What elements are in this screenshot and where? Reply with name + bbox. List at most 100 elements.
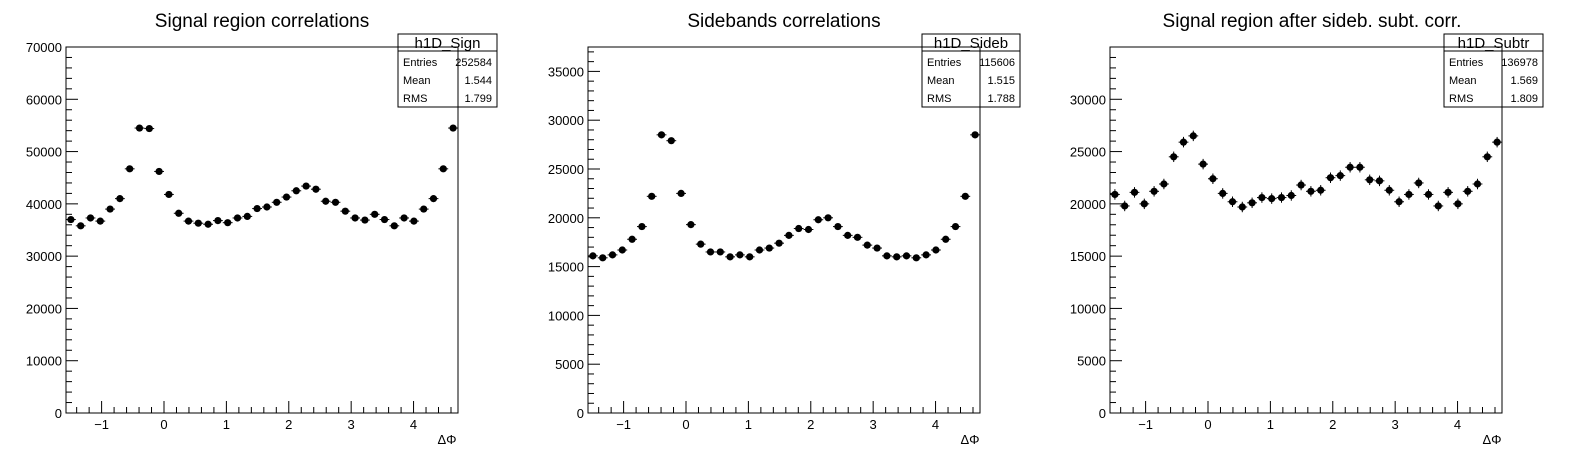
data-point: [599, 254, 607, 262]
data-point: [902, 252, 911, 260]
data-point: [86, 214, 95, 222]
y-tick-label: 25000: [548, 162, 584, 177]
y-tick-label: 20000: [26, 301, 62, 316]
data-point: [312, 185, 320, 193]
data-point: [883, 252, 891, 260]
data-point: [400, 214, 408, 222]
data-point: [243, 212, 251, 221]
panel-sidebands: Sidebands correlations ΔΦ h1D_Sideb Entr…: [548, 11, 1021, 447]
stats-box-name: h1D_Sideb: [934, 35, 1008, 52]
stats-mean-label: Mean: [927, 75, 955, 87]
data-point: [1219, 189, 1227, 197]
stats-rms-value: 1.809: [1510, 93, 1538, 105]
data-point: [439, 165, 447, 173]
stats-entries-value: 115606: [979, 57, 1015, 69]
data-point: [1366, 176, 1374, 184]
stats-entries-value: 252584: [455, 57, 492, 69]
data-point: [302, 182, 310, 190]
y-tick-label: 10000: [548, 308, 584, 323]
data-point: [697, 240, 705, 248]
data-point: [224, 219, 232, 227]
y-tick-label: 35000: [548, 64, 584, 79]
data-point: [961, 192, 969, 200]
data-point: [677, 189, 685, 197]
y-tick-label: 5000: [1077, 354, 1106, 369]
x-tick-label: 3: [870, 417, 877, 432]
stats-mean-label: Mean: [403, 75, 431, 87]
data-point: [155, 167, 163, 176]
data-point: [282, 193, 291, 201]
data-point: [922, 251, 930, 259]
data-point: [1121, 202, 1129, 210]
x-tick-label: −1: [616, 417, 631, 432]
data-point: [429, 195, 438, 203]
data-point: [1415, 179, 1423, 187]
x-tick-label: 2: [285, 417, 292, 432]
y-tick-label: 70000: [26, 40, 62, 55]
stats-box-frame: [1443, 33, 1544, 108]
chart-title: Signal region after sideb. subt. corr.: [1163, 11, 1462, 32]
data-point: [912, 254, 920, 262]
data-point: [1326, 174, 1335, 182]
y-tick-label: 30000: [26, 249, 62, 264]
data-point: [755, 246, 764, 254]
x-tick-label: 3: [1392, 417, 1399, 432]
stats-rms-value: 1.799: [464, 93, 492, 105]
stats-box-name: h1D_Subtr: [1458, 35, 1530, 52]
data-point: [1179, 138, 1188, 146]
x-tick-label: −1: [94, 417, 109, 432]
data-point: [351, 214, 359, 222]
data-point: [893, 253, 901, 261]
x-tick-label: 4: [1454, 417, 1461, 432]
data-point: [361, 216, 369, 224]
data-point: [716, 248, 724, 256]
data-point: [804, 225, 813, 234]
data-point: [165, 190, 173, 199]
data-point: [1150, 187, 1158, 195]
data-point: [1189, 132, 1197, 140]
stats-box: h1D_Sign Entries 252584 Mean 1.544 RMS 1…: [397, 33, 498, 108]
plot-frame: [1109, 46, 1503, 414]
data-point: [667, 137, 675, 145]
stats-entries-label: Entries: [1449, 57, 1484, 69]
data-point: [184, 217, 193, 225]
y-tick-label: 0: [1099, 406, 1106, 421]
data-point: [214, 216, 222, 225]
data-point: [971, 131, 979, 139]
data-point: [106, 205, 114, 213]
stats-mean-value: 1.569: [1510, 75, 1538, 87]
data-point: [1405, 190, 1413, 199]
data-point: [135, 124, 144, 132]
stats-box-frame: [921, 33, 1021, 108]
plot-frame: [65, 46, 459, 414]
y-tick-label: 20000: [548, 211, 584, 226]
data-point: [410, 217, 418, 225]
data-point: [1130, 188, 1139, 196]
stats-rms-label: RMS: [1449, 93, 1473, 105]
y-tick-label: 15000: [548, 260, 584, 275]
data-point: [951, 222, 960, 231]
data-point: [1297, 181, 1305, 189]
data-point: [1307, 187, 1315, 195]
data-point: [1317, 186, 1325, 194]
data-point: [736, 251, 744, 259]
x-tick-label: 0: [1204, 417, 1211, 432]
data-point: [204, 220, 212, 228]
data-point: [1248, 199, 1256, 207]
data-point: [233, 214, 242, 222]
data-point: [1160, 180, 1168, 188]
data-point: [1356, 163, 1364, 171]
chart-title: Signal region correlations: [155, 11, 369, 32]
data-point: [1346, 163, 1354, 171]
data-point: [1199, 160, 1207, 168]
data-point: [746, 253, 754, 261]
data-point: [657, 131, 666, 139]
data-point: [1493, 138, 1501, 146]
stats-mean-label: Mean: [1449, 75, 1477, 87]
data-point: [77, 222, 85, 230]
data-point: [863, 241, 871, 249]
x-axis-label: ΔΦ: [437, 432, 456, 447]
data-point: [322, 197, 330, 205]
data-point: [1336, 172, 1344, 180]
